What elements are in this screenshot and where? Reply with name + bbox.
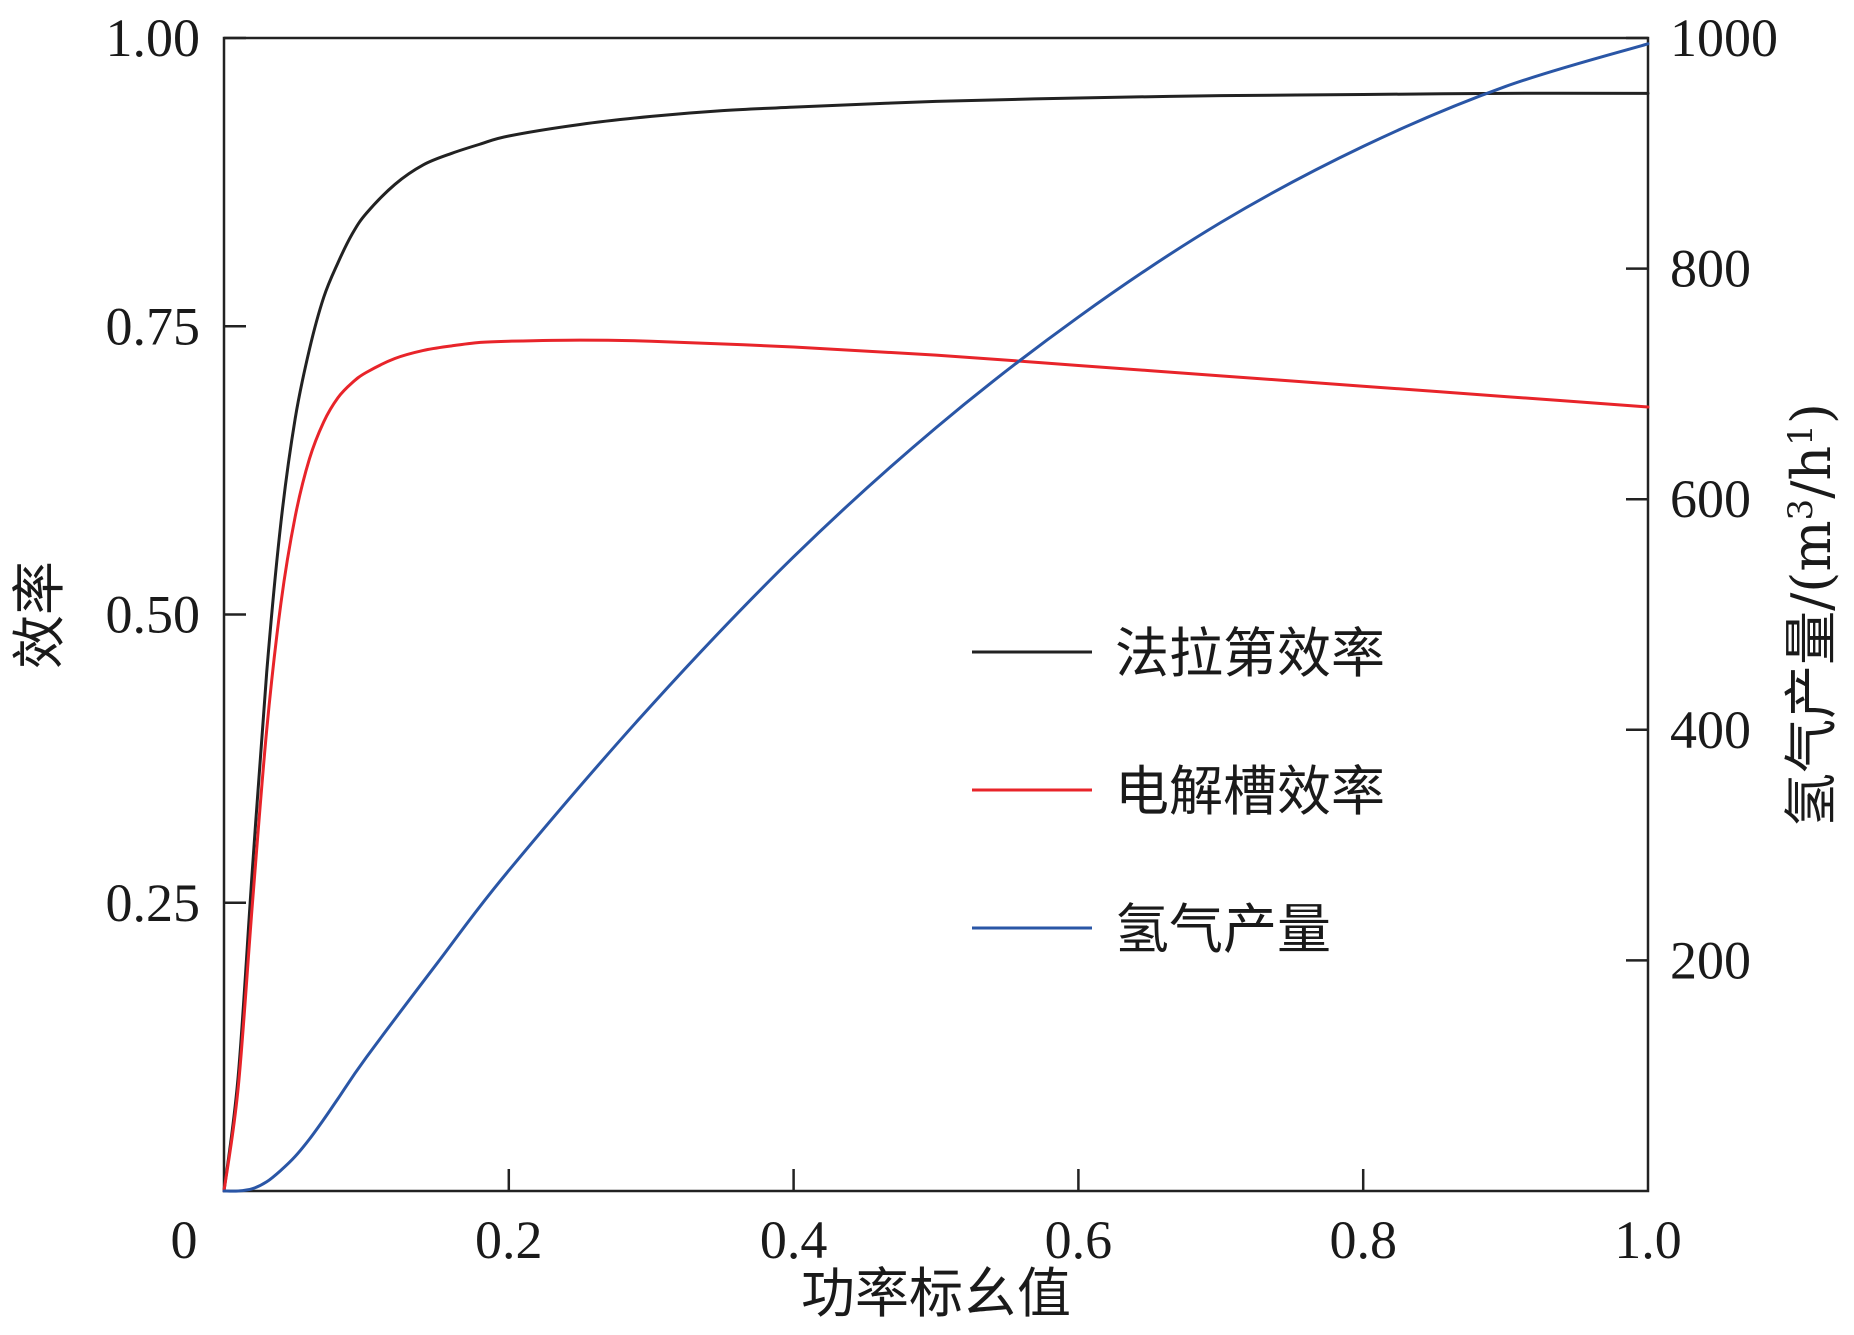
y-right-axis-title-prefix: 氢气产量/(m (1780, 520, 1843, 826)
x-tick-label: 1.0 (1614, 1210, 1682, 1270)
y-right-tick-label: 200 (1670, 930, 1751, 990)
y-right-axis-title-sup1: 3 (1781, 499, 1821, 521)
series-layer (222, 42, 1650, 1193)
legend-label-hydrogen: 氢气产量 (1115, 898, 1331, 961)
series-electrolyzer-efficiency (222, 338, 1650, 1193)
x-axis-ticks: 0 0.2 0.4 0.6 0.8 1.0 (171, 1169, 1682, 1270)
y-right-axis-ticks: 200 400 600 800 1000 (1626, 8, 1778, 990)
plot-frame (222, 36, 1650, 1193)
y-right-axis-title-suffix: ) (1780, 403, 1843, 424)
x-tick-label: 0.2 (475, 1210, 543, 1270)
y-left-tick-label: 1.00 (106, 8, 201, 68)
y-left-axis-title: 效率 (8, 561, 71, 669)
y-right-tick-label: 400 (1670, 700, 1751, 760)
y-right-tick-label: 800 (1670, 239, 1751, 299)
x-tick-label: 0.6 (1045, 1210, 1113, 1270)
legend-label-electrolyzer: 电解槽效率 (1115, 760, 1385, 823)
x-tick-label: 0.4 (760, 1210, 828, 1270)
series-faraday-efficiency (222, 91, 1650, 1193)
y-right-axis-title-mid: /h (1780, 446, 1843, 499)
y-left-tick-label: 0.25 (106, 873, 201, 933)
y-left-axis-ticks: 0.25 0.50 0.75 1.00 (106, 8, 246, 933)
x-tick-label: 0.8 (1329, 1210, 1397, 1270)
y-left-tick-label: 0.75 (106, 296, 201, 356)
legend-label-faraday: 法拉第效率 (1115, 622, 1385, 685)
x-axis-title: 功率标幺值 (801, 1262, 1071, 1325)
series-hydrogen-output (222, 42, 1650, 1193)
y-left-tick-label: 0.50 (106, 585, 201, 645)
y-right-axis-title-sup2: 1 (1781, 424, 1821, 446)
y-right-tick-label: 600 (1670, 469, 1751, 529)
legend: 法拉第效率 电解槽效率 氢气产量 (972, 622, 1385, 961)
y-right-axis-title: 氢气产量/(m3/h1) (1780, 403, 1843, 827)
x-tick-label: 0 (171, 1210, 198, 1270)
y-right-tick-label: 1000 (1670, 8, 1778, 68)
